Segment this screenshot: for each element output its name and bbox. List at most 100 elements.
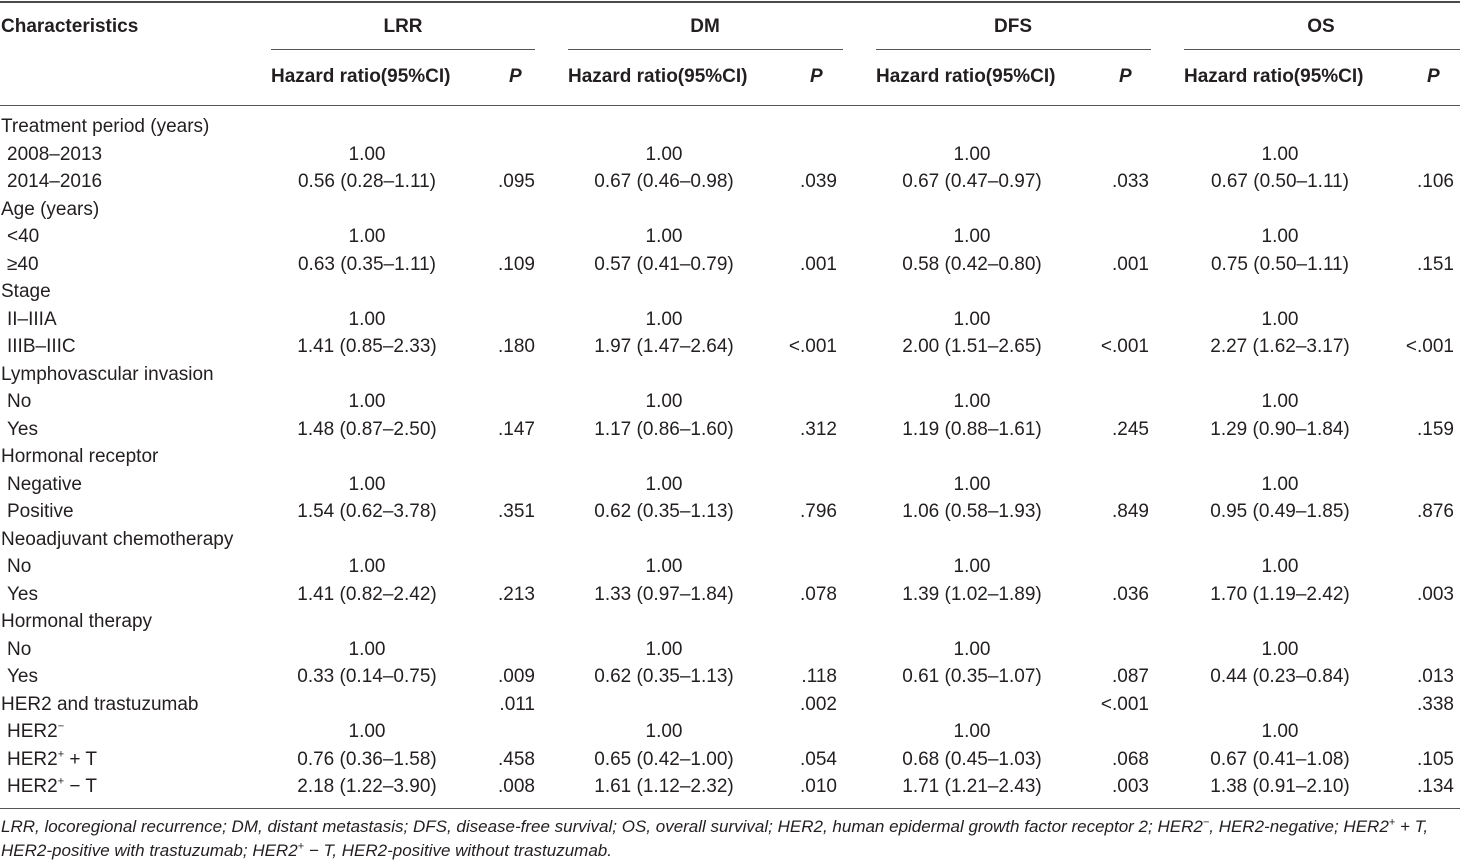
cell-p-dm: <.001 [788, 336, 837, 357]
row-category-label: Neoadjuvant chemotherapy [1, 526, 233, 554]
row-sublabel: HER2+ + T [7, 746, 97, 774]
cell-hr-dm: 1.00 [645, 721, 683, 742]
row-label-text: Yes [7, 583, 38, 605]
group-header-dm: DM [690, 16, 720, 37]
footnote-superscript: + [297, 840, 305, 853]
cell-hr-lrr: 1.00 [348, 308, 386, 330]
cell-p-lrr: .180 [498, 336, 535, 357]
cell-hr-os: 1.70 (1.19–2.42) [1210, 583, 1350, 605]
cell-p-dfs: .087 [1112, 666, 1149, 687]
footnote-text: LRR, locoregional recurrence; DM, distan… [1, 817, 1203, 836]
p-header-os: P [1427, 66, 1440, 87]
row-label-text: <40 [7, 226, 40, 247]
table-row: Negative 1.00 1.00 1.00 1.00 [0, 471, 1460, 499]
row-category-label: Hormonal therapy [1, 608, 152, 636]
table-row: IIIB–IIIC 1.41 (0.85–2.33) .180 1.97 (1.47–… [0, 333, 1460, 361]
cell-p-dm: .118 [801, 666, 837, 687]
row-label-text: IIIB–IIIC [7, 336, 76, 357]
footnote-text: − T, HER2-positive without trastuzumab. [304, 841, 612, 860]
cell-hr-dm: 0.65 (0.42–1.00) [594, 748, 734, 770]
cell-p-dfs: <.001 [1100, 693, 1149, 715]
cell-p-os: <.001 [1405, 336, 1454, 357]
cell-hr-dfs: 1.71 (1.21–2.43) [902, 776, 1042, 797]
row-sublabel: 2014–2016 [7, 168, 102, 196]
cell-p-dfs: .033 [1112, 171, 1149, 192]
cell-hr-os: 1.00 [1261, 308, 1299, 330]
table-footnote: LRR, locoregional recurrence; DM, distan… [1, 815, 1456, 863]
cell-p-os: .338 [1417, 693, 1454, 715]
row-label-text: No [7, 391, 32, 412]
row-label-text: Yes [7, 666, 38, 687]
row-sublabel: HER2− [7, 718, 64, 746]
cell-p-dm: .001 [800, 253, 837, 275]
table-bottom-rule [0, 808, 1460, 809]
cell-hr-os: 1.00 [1261, 226, 1299, 247]
row-label-superscript: − [57, 720, 65, 733]
row-sublabel: <40 [7, 223, 39, 251]
table-row: Yes 0.33 (0.14–0.75) .009 0.62 (0.35–1.13).… [0, 663, 1460, 691]
cell-p-dm: .078 [800, 583, 837, 605]
table-row: <40 1.00 1.00 1.00 1.00 [0, 223, 1460, 251]
row-label-text: No [7, 638, 32, 660]
row-label-text: Neoadjuvant chemotherapy [1, 528, 234, 550]
cell-hr-os: 1.00 [1261, 473, 1299, 495]
table-row: Yes 1.48 (0.87–2.50) .147 1.17 (0.86–1.60).… [0, 416, 1460, 444]
footnote-superscript: + [1388, 816, 1396, 829]
cell-hr-os: 1.00 [1261, 556, 1299, 577]
cell-hr-lrr: 1.00 [348, 473, 386, 495]
cell-hr-os: 1.38 (0.91–2.10) [1210, 776, 1350, 797]
p-header-lrr: P [509, 66, 522, 87]
cell-hr-dfs: 1.00 [953, 721, 991, 742]
row-sublabel: ≥40 [7, 251, 39, 279]
row-label-text: Treatment period (years) [1, 116, 210, 137]
row-category-label: Hormonal receptor [1, 443, 158, 471]
row-sublabel: 2008–2013 [7, 141, 102, 169]
cell-hr-os: 0.67 (0.50–1.11) [1210, 171, 1350, 192]
table-row: Stage [0, 278, 1460, 306]
cell-hr-dfs: 1.00 [953, 556, 991, 577]
table-body: Treatment period (years) 2008–2013 1.00 1.0… [0, 113, 1460, 801]
row-sublabel: No [7, 636, 31, 664]
cell-p-dm: .054 [800, 748, 837, 770]
cell-hr-dm: 1.97 (1.47–2.64) [594, 336, 734, 357]
cell-hr-dm: 1.33 (0.97–1.84) [594, 583, 734, 605]
characteristics-header: Characteristics [1, 16, 139, 37]
group-underline-lrr [271, 49, 535, 50]
group-header-dfs: DFS [994, 16, 1032, 37]
footnote-text: + T, HER2-positive with trastuzumab; HER… [1, 817, 1429, 860]
row-label-suffix: − T [64, 776, 98, 797]
hazard-ratio-header-os: Hazard ratio(95%CI) [1184, 66, 1364, 87]
row-sublabel: IIIB–IIIC [7, 333, 76, 361]
row-label-text: 2008–2013 [7, 143, 103, 165]
cell-hr-dfs: 1.19 (0.88–1.61) [902, 418, 1042, 440]
cell-p-lrr: .351 [498, 501, 535, 522]
cell-hr-dfs: 0.67 (0.47–0.97) [902, 171, 1042, 192]
cell-hr-dm: 0.62 (0.35–1.13) [594, 501, 734, 522]
row-sublabel: Positive [7, 498, 74, 526]
cell-p-dfs: .036 [1112, 583, 1149, 605]
cell-hr-os: 0.95 (0.49–1.85) [1210, 501, 1350, 522]
row-sublabel: II–IIIA [7, 306, 57, 334]
row-label-text: Positive [7, 501, 74, 522]
cell-p-dm: .796 [800, 501, 837, 522]
cell-p-os: .876 [1417, 501, 1454, 522]
row-label-text: Hormonal receptor [1, 446, 159, 467]
table-row: No 1.00 1.00 1.00 1.00 [0, 388, 1460, 416]
row-label-text: HER2 and trastuzumab [1, 693, 199, 715]
cell-hr-lrr: 1.54 (0.62–3.78) [297, 501, 437, 522]
row-label-superscript: + [57, 775, 65, 788]
cell-p-dfs: .003 [1112, 776, 1149, 797]
cell-hr-lrr: 1.00 [348, 391, 386, 412]
hazard-ratio-header-dfs: Hazard ratio(95%CI) [876, 66, 1056, 87]
hazard-ratio-header-dm: Hazard ratio(95%CI) [568, 66, 748, 87]
cell-p-os: .134 [1417, 776, 1454, 797]
cell-hr-dm: 1.00 [645, 226, 683, 247]
cell-p-os: .013 [1417, 666, 1454, 687]
cell-p-lrr: .458 [498, 748, 535, 770]
table-row: HER2+ + T 0.76 (0.36–1.58) .458 0.65 (0.42–… [0, 746, 1460, 774]
cell-p-os: .003 [1417, 583, 1454, 605]
cell-hr-os: 1.00 [1261, 721, 1299, 742]
cell-hr-dfs: 1.00 [953, 638, 991, 660]
row-label-text: Yes [7, 418, 38, 440]
